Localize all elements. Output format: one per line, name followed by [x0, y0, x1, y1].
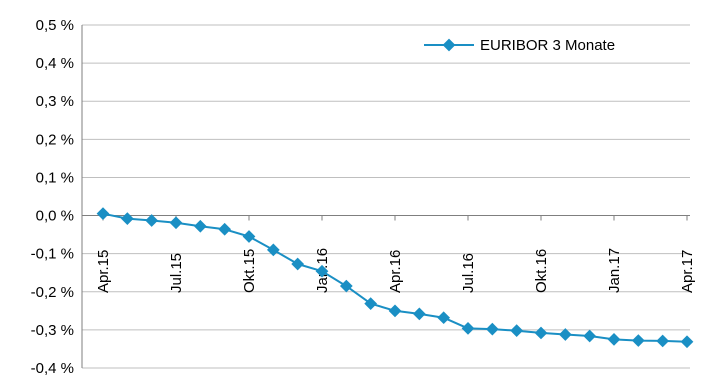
data-point-marker: [534, 326, 548, 340]
x-tick-label: Jul.15: [168, 253, 185, 293]
data-point-marker: [339, 279, 353, 293]
y-tick-label: -0,1 %: [31, 246, 74, 263]
data-point-marker: [266, 243, 280, 257]
data-point-marker: [315, 264, 329, 278]
x-tick-label: Okt.15: [241, 249, 258, 293]
data-point-marker: [631, 334, 645, 347]
x-tick-label: Jul.16: [460, 253, 477, 293]
data-point-marker: [680, 335, 694, 349]
x-tick-label: Apr.16: [387, 250, 404, 293]
y-tick-label: 0,4 %: [36, 55, 74, 72]
data-point-marker: [510, 324, 524, 338]
y-axis-tick-labels: 0,5 % 0,4 % 0,3 % 0,2 % 0,1 % 0,0 % -0,1 % -0,2…: [31, 17, 74, 376]
data-point-marker: [607, 333, 621, 346]
y-tick-label: -0,2 %: [31, 284, 74, 301]
data-point-marker: [583, 329, 597, 343]
legend-label-euribor-3-monate: EURIBOR 3 Monate: [480, 37, 615, 54]
data-point-marker: [218, 222, 232, 236]
data-point-marker: [437, 311, 451, 325]
x-axis-tick-labels: Apr.15Jul.15Okt.15Jan.16Apr.16Jul.16Okt.…: [95, 248, 696, 293]
x-tick-label: Okt.16: [533, 249, 550, 293]
data-point-marker: [169, 216, 183, 230]
x-tick-label: Apr.17: [679, 250, 696, 293]
data-point-marker: [96, 207, 110, 221]
y-tick-label: -0,3 %: [31, 322, 74, 339]
y-tick-label: 0,2 %: [36, 131, 74, 148]
data-point-marker: [145, 214, 159, 227]
y-tick-label: 0,1 %: [36, 169, 74, 186]
y-tick-label: -0,4 %: [31, 360, 74, 376]
chart-axes: [81, 25, 690, 368]
x-tick-label: Apr.15: [95, 250, 112, 293]
y-tick-label: 0,3 %: [36, 93, 74, 110]
legend-diamond-marker: [442, 38, 456, 52]
data-point-marker: [461, 322, 475, 335]
data-point-marker: [364, 297, 378, 310]
y-tick-label: 0,5 %: [36, 17, 74, 34]
data-point-marker: [291, 257, 305, 271]
data-point-marker: [388, 304, 402, 318]
data-point-marker: [485, 322, 499, 336]
data-point-marker: [242, 230, 256, 243]
data-point-marker: [120, 212, 134, 225]
data-point-marker: [412, 307, 426, 321]
chart-legend: EURIBOR 3 Monate: [424, 37, 615, 54]
data-point-marker: [193, 219, 207, 233]
y-tick-label: 0,0 %: [36, 208, 74, 225]
data-point-marker: [656, 334, 670, 348]
x-tick-label: Jan.17: [606, 248, 623, 293]
horizontal-gridlines: [82, 24, 690, 369]
